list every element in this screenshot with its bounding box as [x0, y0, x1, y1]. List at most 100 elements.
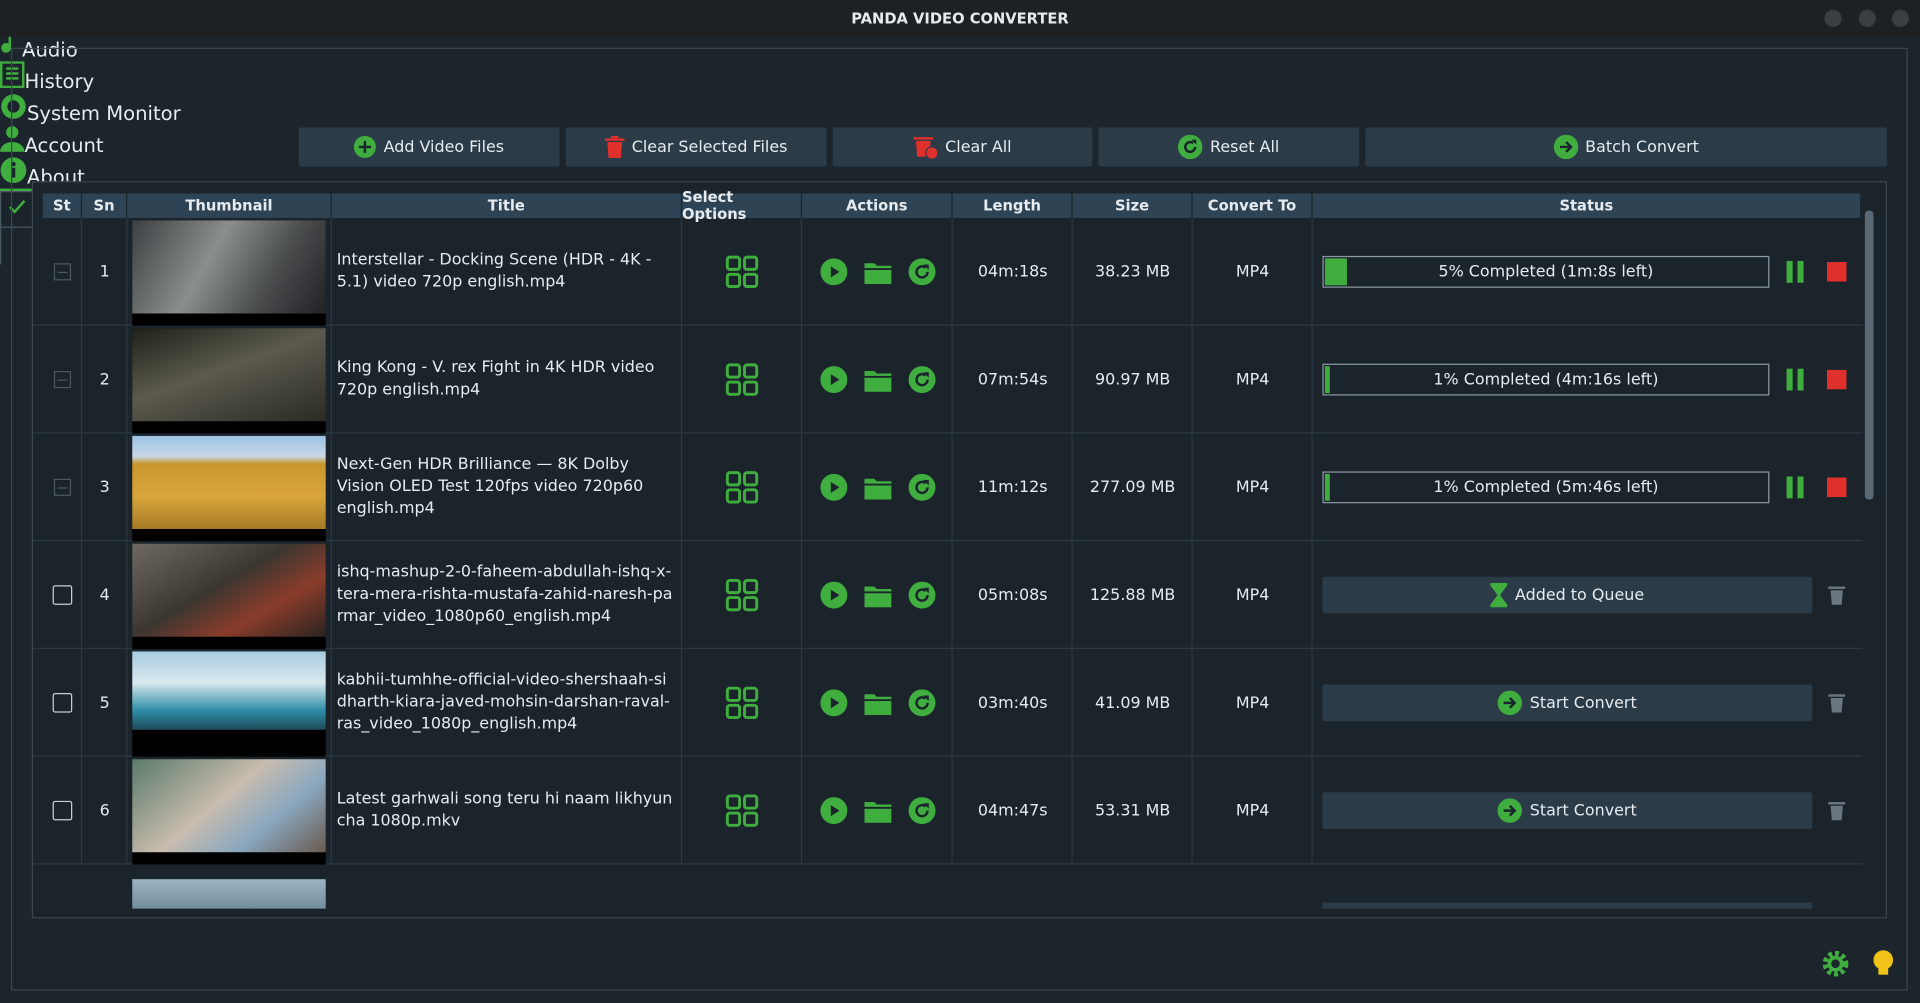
select-options[interactable]: [682, 218, 802, 326]
thumbnail-image: [132, 651, 326, 730]
progress-bar: 5% Completed (1m:8s left): [1322, 255, 1770, 288]
icon[interactable]: [1786, 260, 1804, 283]
icon-part: [830, 805, 839, 817]
select-options[interactable]: [682, 757, 802, 865]
icon[interactable]: [819, 258, 847, 286]
icon[interactable]: [907, 581, 935, 609]
icon-part: [725, 578, 742, 595]
icon-part: [11, 167, 16, 178]
icon-part: [743, 363, 759, 379]
maximize-button[interactable]: [1858, 9, 1876, 27]
status-button[interactable]: Start Convert: [1322, 792, 1813, 829]
icon-part: [1826, 262, 1847, 282]
icon[interactable]: [1826, 262, 1847, 282]
column-divider: [126, 217, 128, 326]
icon[interactable]: [1828, 801, 1846, 821]
toolbar-button[interactable]: Reset All: [1098, 127, 1360, 167]
icon[interactable]: [907, 258, 935, 286]
icon: [1497, 690, 1523, 716]
toolbar-button[interactable]: Add Video Files: [298, 127, 560, 167]
icon-part: [863, 591, 891, 594]
icon-part: [725, 471, 759, 504]
icon[interactable]: [1828, 693, 1846, 713]
select-options[interactable]: [682, 541, 802, 649]
icon[interactable]: [1826, 477, 1847, 498]
video-title: ishq-mashup-2-0-faheem-abdullah-ishq-x-t…: [336, 563, 673, 626]
column-divider: [951, 756, 953, 865]
icon[interactable]: [863, 475, 891, 500]
convert-to: MP4: [1235, 585, 1270, 605]
length: 05m:08s: [977, 585, 1048, 605]
icon[interactable]: [1826, 369, 1847, 390]
column-divider: [1311, 325, 1313, 434]
select-options[interactable]: [682, 649, 802, 757]
icon[interactable]: [863, 798, 891, 823]
size: 125.88 MB: [1089, 585, 1176, 605]
row-checkbox[interactable]: [43, 649, 82, 757]
icon[interactable]: [819, 366, 847, 394]
icon[interactable]: [1822, 950, 1849, 977]
column-divider: [680, 541, 683, 649]
table-row: 5 kabhii-tumhhe-official-video-shershaah-…: [33, 648, 1863, 757]
icon[interactable]: [819, 581, 847, 609]
tab[interactable]: System Monitor: [0, 93, 1920, 125]
button-label: Clear All: [945, 137, 1012, 157]
icon[interactable]: [907, 473, 935, 501]
actions: [802, 326, 953, 434]
icon[interactable]: [907, 366, 935, 394]
toolbar-button[interactable]: Clear All: [832, 127, 1093, 167]
icon: [725, 255, 759, 289]
toolbar-button[interactable]: Batch Convert: [1365, 127, 1887, 167]
icon-part: [1873, 950, 1894, 975]
progress-fill: [1324, 473, 1330, 501]
icon-part: [11, 161, 16, 167]
icon: [1553, 134, 1578, 160]
icon[interactable]: [863, 691, 891, 716]
icon[interactable]: [1828, 585, 1846, 605]
icon[interactable]: [863, 583, 891, 608]
icon: [0, 157, 27, 184]
icon[interactable]: [819, 689, 847, 717]
icon[interactable]: [907, 797, 935, 825]
select-options[interactable]: [682, 326, 802, 434]
icon[interactable]: [1786, 368, 1804, 391]
progress-text: 5% Completed (1m:8s left): [1438, 262, 1654, 282]
column-header: Title: [331, 193, 683, 218]
column-divider: [80, 433, 83, 542]
minimize-button[interactable]: [1824, 9, 1842, 27]
column-divider: [1311, 217, 1313, 326]
icon[interactable]: [819, 473, 847, 501]
video-title: Next-Gen HDR Brilliance — 8K Dolby Visio…: [336, 455, 644, 518]
status-button[interactable]: Added to Queue: [1322, 576, 1813, 614]
icon[interactable]: [1786, 476, 1804, 499]
progress-bar: 1% Completed (5m:46s left): [1322, 471, 1770, 504]
column-divider: [1191, 217, 1193, 326]
icon-part: [907, 797, 935, 825]
icon-part: [1178, 134, 1203, 160]
icon-part: [1873, 950, 1894, 970]
scrollbar-thumb[interactable]: [1864, 210, 1874, 500]
tab[interactable]: Account: [0, 125, 1920, 157]
icon[interactable]: [863, 367, 891, 392]
status-button[interactable]: Start Convert: [1322, 684, 1813, 722]
icon-part: [1559, 141, 1573, 153]
row-checkbox[interactable]: [43, 757, 82, 865]
close-button[interactable]: [1891, 9, 1909, 27]
column-divider: [1311, 648, 1313, 757]
table-row: 3 Next-Gen HDR Brilliance — 8K Dolby Visi…: [33, 433, 1863, 542]
icon[interactable]: [819, 797, 847, 825]
icon[interactable]: [907, 689, 935, 717]
icon-part: [610, 135, 619, 139]
toolbar-button[interactable]: Clear Selected Files: [565, 127, 827, 167]
icon: [725, 793, 759, 827]
select-options[interactable]: [682, 433, 802, 541]
row-checkbox[interactable]: [43, 541, 82, 649]
button-label: Clear Selected Files: [631, 137, 788, 157]
icon-part: [830, 266, 839, 278]
icon-part: [0, 142, 25, 152]
icon-part: [725, 255, 742, 271]
icon[interactable]: [863, 260, 891, 285]
icon-part: [743, 488, 759, 504]
column-divider: [1071, 217, 1073, 326]
icon[interactable]: [1873, 950, 1894, 977]
